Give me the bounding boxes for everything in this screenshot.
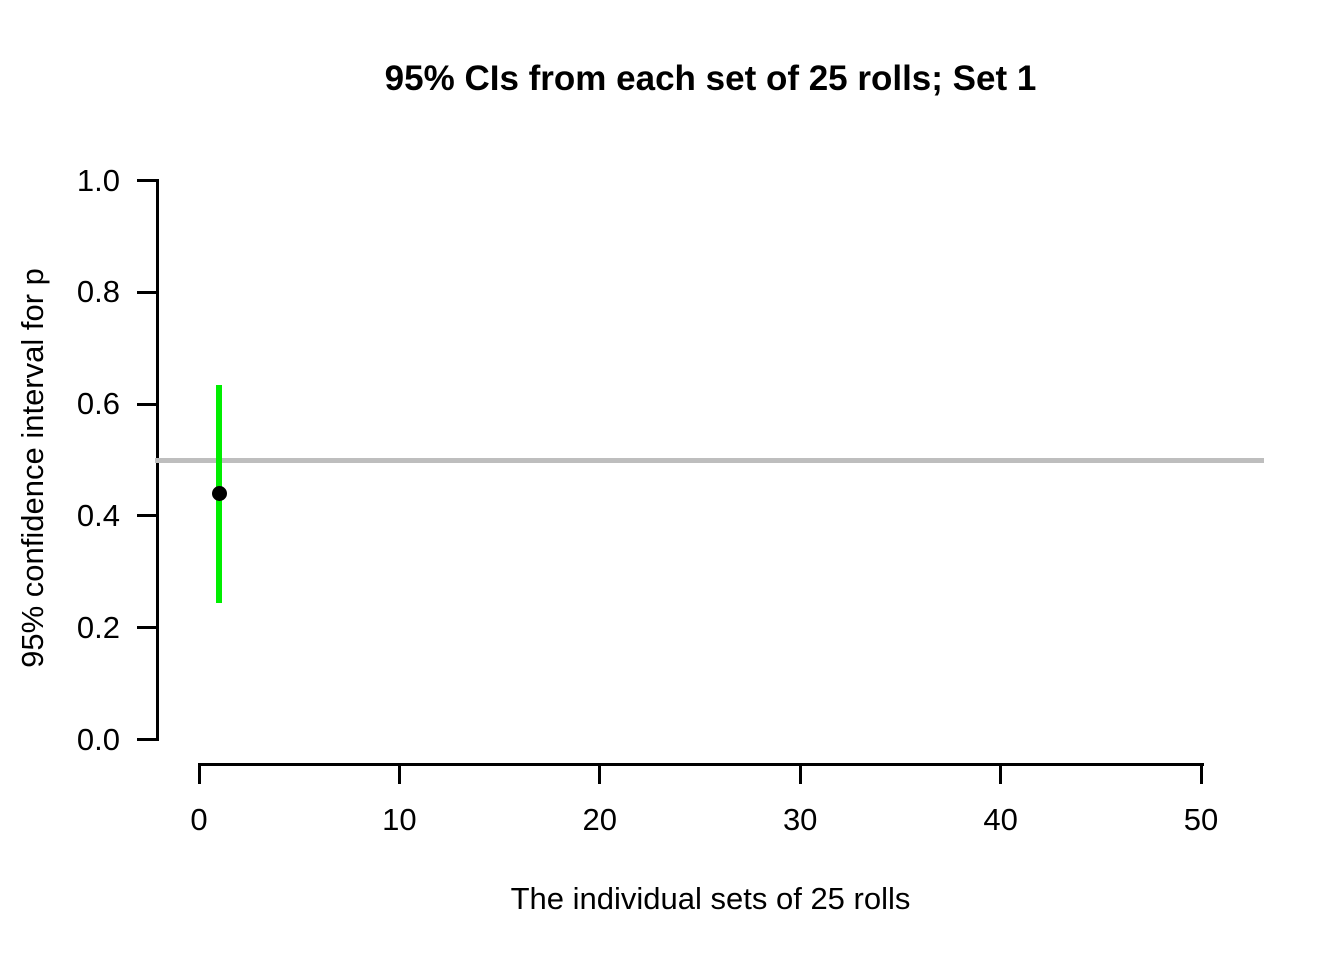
y-tick xyxy=(137,402,156,406)
y-tick-label: 0.8 xyxy=(76,274,120,310)
x-tick-label: 40 xyxy=(983,802,1018,837)
y-tick xyxy=(137,626,156,630)
x-tick xyxy=(999,766,1003,784)
chart-title: 95% CIs from each set of 25 rolls; Set 1 xyxy=(384,59,1037,98)
y-tick-label: 0.6 xyxy=(76,386,120,422)
y-tick-label: 0.2 xyxy=(76,609,120,645)
x-tick-label: 50 xyxy=(1183,802,1219,837)
y-tick-label: 1.0 xyxy=(76,162,120,198)
reference-line xyxy=(155,457,1264,463)
point-estimate xyxy=(211,486,227,502)
x-tick xyxy=(397,766,401,784)
y-tick xyxy=(137,738,156,741)
x-tick xyxy=(197,766,201,784)
x-tick xyxy=(598,766,602,784)
y-tick xyxy=(137,290,156,294)
y-tick-label: 0.4 xyxy=(76,497,120,533)
x-tick-label: 20 xyxy=(582,802,618,837)
y-tick xyxy=(137,179,156,182)
x-tick xyxy=(798,766,802,784)
y-tick xyxy=(137,514,156,518)
x-axis-line xyxy=(198,763,1204,766)
x-tick-label: 0 xyxy=(190,802,208,837)
x-tick-label: 30 xyxy=(782,802,818,837)
x-tick xyxy=(1199,766,1203,784)
x-tick-label: 10 xyxy=(382,802,417,837)
x-axis-title: The individual sets of 25 rolls xyxy=(510,881,911,916)
y-tick-label: 0.0 xyxy=(76,721,120,757)
